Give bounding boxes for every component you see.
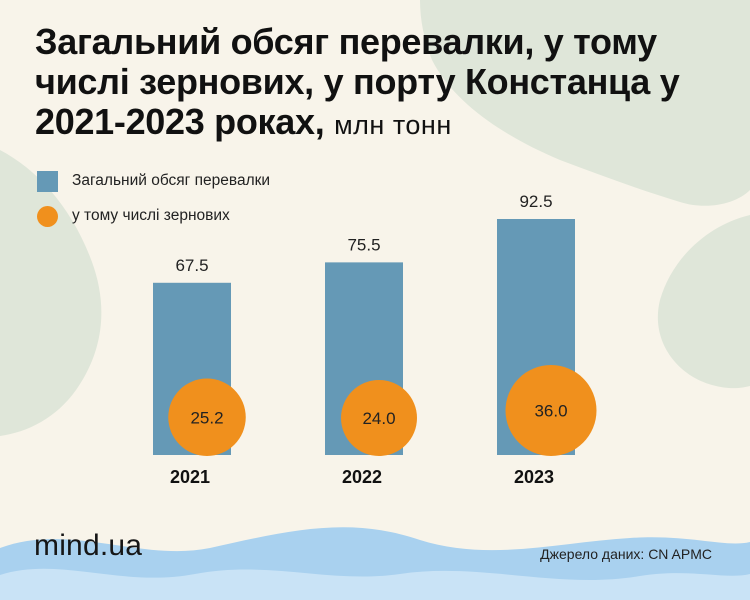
- decor-blob-top-right: [420, 0, 750, 206]
- grain-value-label-2023: 36.0: [534, 402, 567, 421]
- x-axis-tick-2022: 2022: [342, 467, 382, 487]
- legend-swatch-circle: [37, 205, 58, 227]
- chart-title: Загальний обсяг перевалки, у тому числі …: [35, 22, 725, 145]
- decor-wave-front: [0, 568, 750, 600]
- grain-value-label-2021: 25.2: [190, 408, 223, 427]
- grain-circle-2022: [341, 380, 417, 456]
- x-axis-tick-2023: 2023: [514, 467, 554, 487]
- legend-label-grain: у тому числі зернових: [72, 207, 230, 224]
- decor-blob-left: [0, 150, 102, 436]
- chart-title-unit: млн тонн: [334, 110, 452, 140]
- x-axis-tick-2021: 2021: [170, 467, 210, 487]
- decor-blob-right: [657, 215, 750, 389]
- data-source-note: Джерело даних: CN APMC: [540, 546, 712, 562]
- legend-swatch-bar: [37, 170, 58, 192]
- legend-item-total: Загальний обсяг перевалки: [37, 170, 270, 192]
- bar-value-label-2022: 75.5: [347, 235, 380, 254]
- bar-value-label-2021: 67.5: [175, 256, 208, 275]
- grain-circle-2021: [168, 378, 246, 456]
- legend-item-grain: у тому числі зернових: [37, 205, 230, 227]
- legend-label-total: Загальний обсяг перевалки: [72, 172, 271, 189]
- grain-value-label-2022: 24.0: [362, 409, 395, 428]
- chart-title-main: Загальний обсяг перевалки, у тому числі …: [35, 21, 680, 142]
- grain-circle-2023: [505, 365, 597, 456]
- bar-value-label-2023: 92.5: [519, 192, 552, 211]
- brand-logo: mind.ua: [34, 529, 143, 562]
